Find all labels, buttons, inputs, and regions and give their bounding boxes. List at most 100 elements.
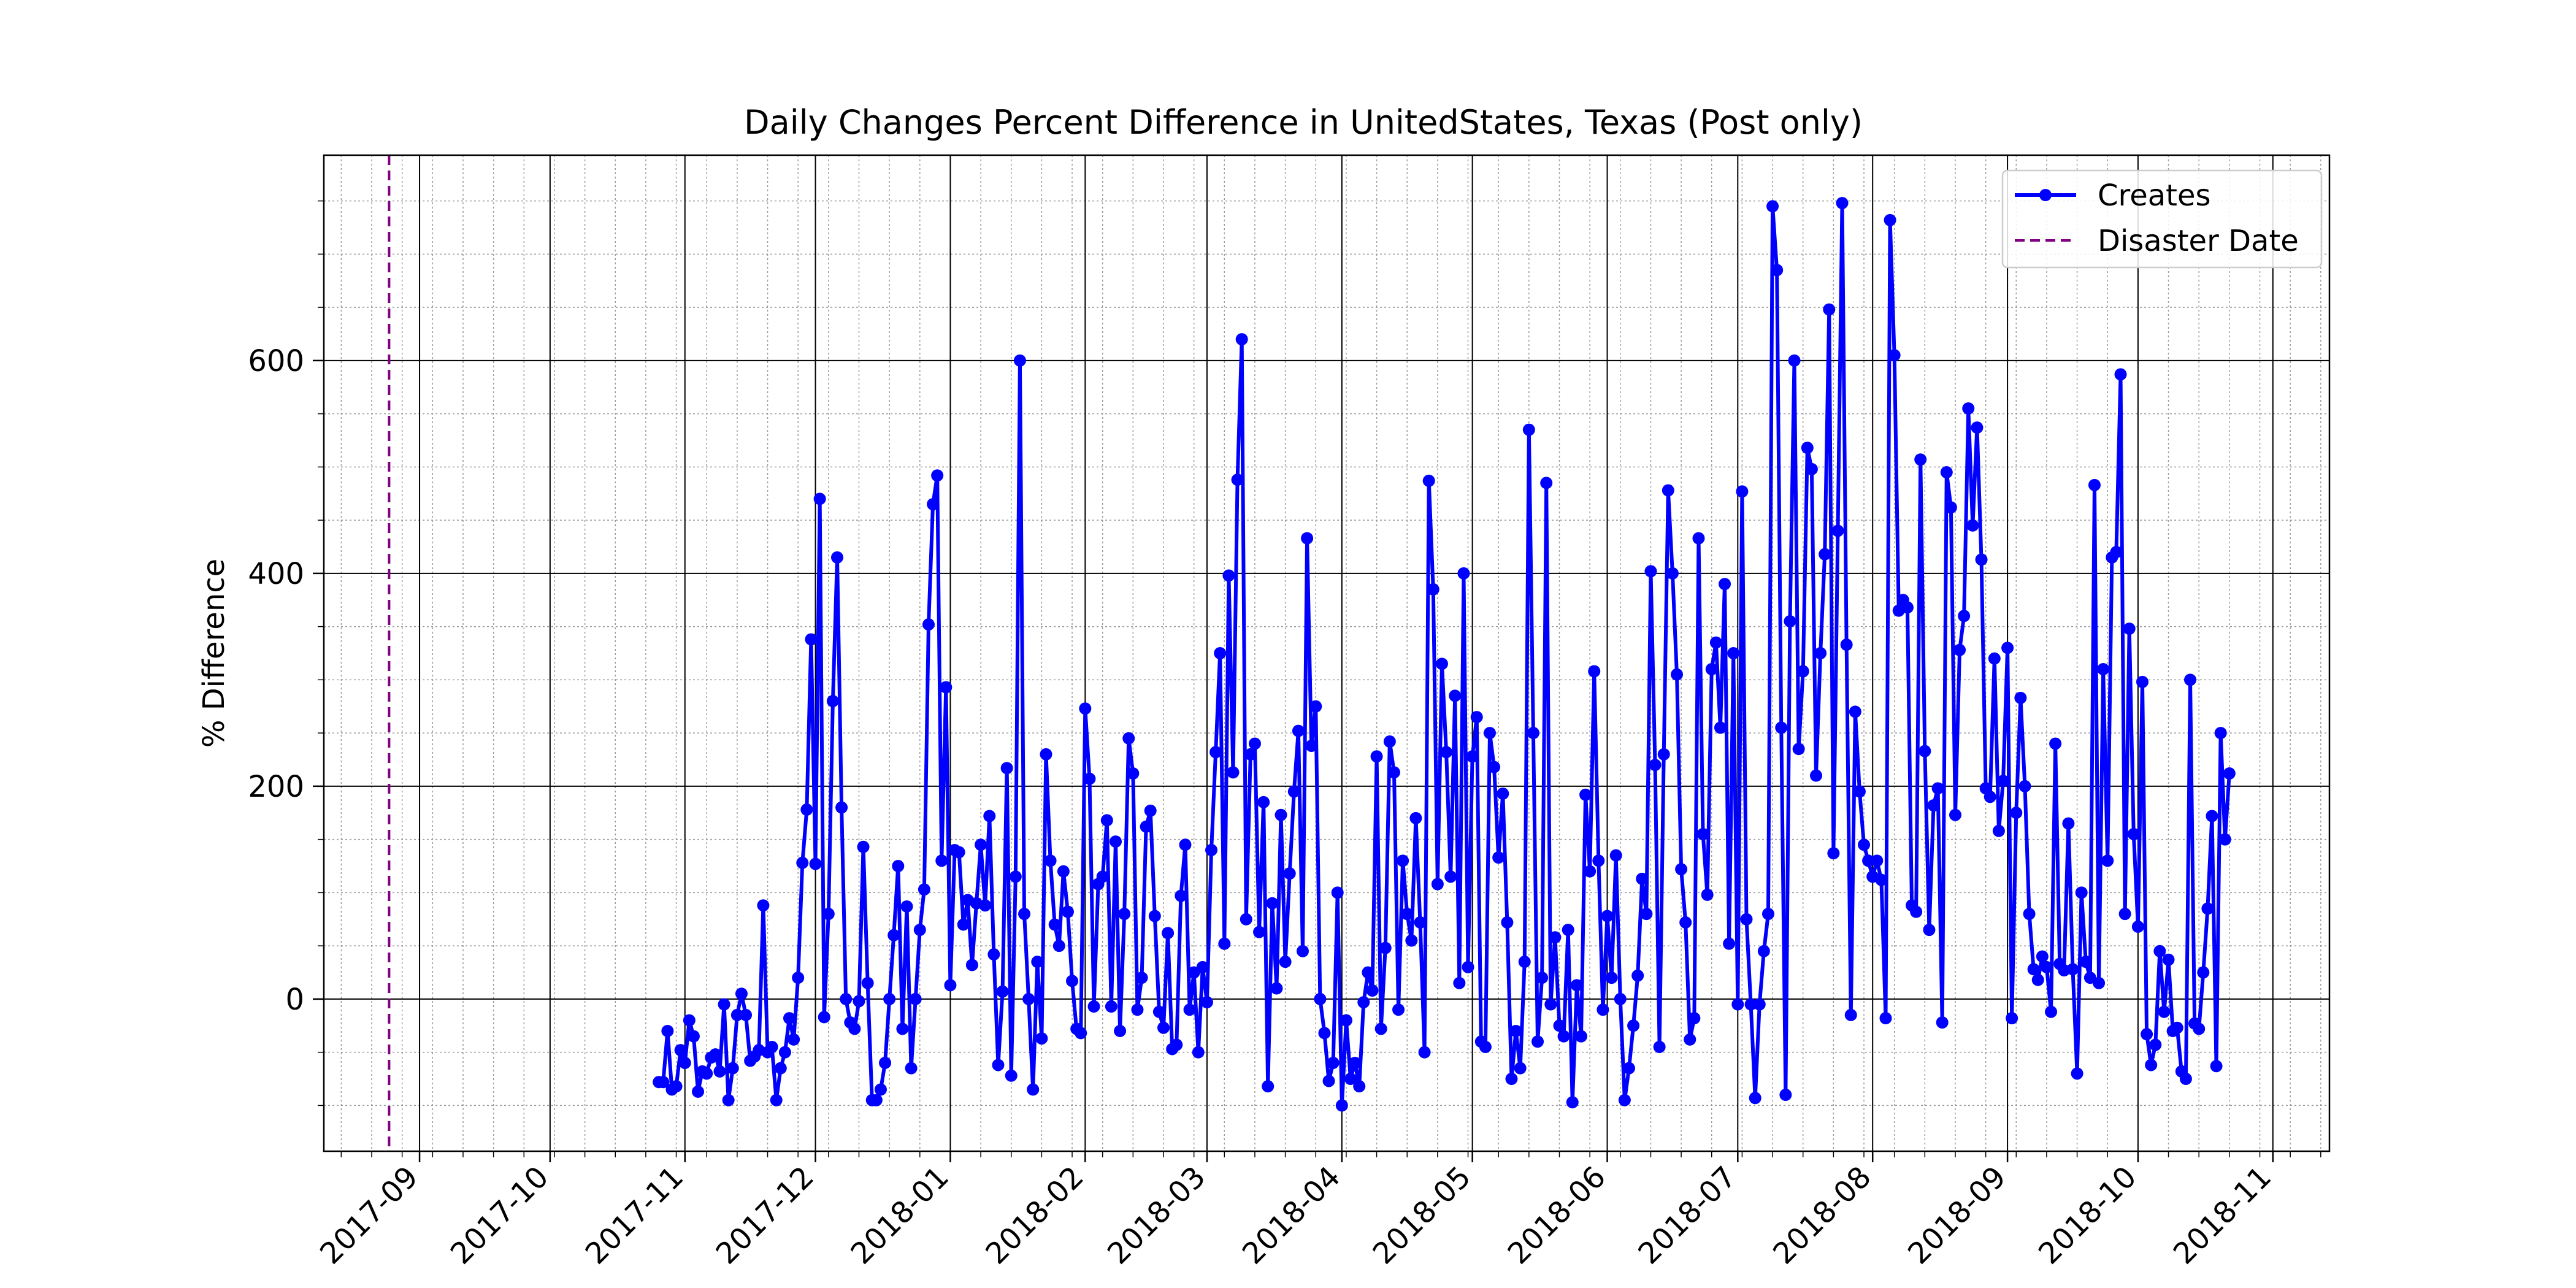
creates-data-point [909, 992, 922, 1005]
creates-data-point [678, 1056, 691, 1069]
creates-data-point [1862, 854, 1875, 867]
creates-data-point [900, 900, 913, 913]
creates-data-point [1788, 354, 1801, 367]
creates-data-point [1005, 1069, 1018, 1082]
creates-data-point [783, 1012, 795, 1025]
plot-frame [323, 154, 2331, 1152]
creates-data-point [1814, 647, 1827, 659]
creates-data-point [2197, 966, 2210, 979]
creates-data-point [1805, 462, 1818, 475]
creates-data-point [1997, 775, 2009, 788]
creates-data-point [1066, 975, 1079, 987]
creates-data-point [1362, 966, 1374, 979]
creates-data-point [2075, 886, 2088, 899]
creates-data-point [1296, 945, 1309, 957]
x-tick-label: 2018-10 [2032, 1160, 2143, 1271]
creates-data-point [1971, 421, 1984, 434]
creates-data-point [861, 976, 874, 989]
creates-data-point [1597, 1003, 1609, 1016]
creates-data-point [1849, 705, 1861, 718]
creates-data-point [996, 985, 1009, 998]
creates-data-point [1627, 1019, 1640, 1032]
creates-data-point [1527, 727, 1539, 740]
creates-data-point [1966, 519, 1979, 532]
creates-data-point [1240, 913, 1252, 926]
creates-data-point [2036, 950, 2049, 963]
creates-data-point [1684, 1033, 1696, 1046]
creates-data-point [1105, 1000, 1117, 1013]
creates-data-point [2131, 920, 2144, 933]
creates-data-point [1844, 1008, 1857, 1021]
creates-data-point [1383, 735, 1396, 748]
creates-data-point [1570, 979, 1583, 992]
creates-data-point [1953, 643, 1966, 656]
creates-data-point [2193, 1022, 2206, 1035]
creates-data-point [1370, 750, 1383, 763]
creates-data-point [1244, 748, 1257, 761]
creates-data-point [1618, 1094, 1631, 1106]
creates-data-point [1584, 865, 1597, 878]
creates-data-point [1823, 303, 1836, 316]
creates-data-point [1335, 1099, 1348, 1112]
creates-data-point [1414, 916, 1427, 929]
creates-data-point [2214, 727, 2227, 740]
creates-data-point [935, 854, 948, 867]
creates-data-point [2045, 1005, 2058, 1018]
axis-ticks [313, 200, 2321, 1162]
creates-data-point [2097, 663, 2110, 676]
creates-data-point [1052, 940, 1065, 953]
creates-data-point [2066, 963, 2079, 976]
creates-data-point [1675, 863, 1688, 876]
creates-data-point [1175, 889, 1187, 902]
creates-data-point [1466, 750, 1479, 763]
creates-data-point [800, 803, 813, 816]
creates-data-point [2040, 960, 2053, 973]
creates-data-point [1287, 785, 1300, 798]
creates-data-point [1514, 1062, 1527, 1075]
creates-data-point [1035, 1032, 1048, 1045]
creates-data-point [1736, 485, 1749, 498]
creates-data-point [1962, 402, 1975, 415]
creates-data-point [1266, 897, 1279, 910]
creates-data-point [692, 1085, 705, 1098]
creates-data-point [1027, 1083, 1040, 1096]
creates-data-point [1731, 998, 1744, 1011]
creates-data-point [965, 959, 978, 972]
creates-data-point [1562, 924, 1574, 937]
creates-data-point [1435, 657, 1448, 670]
creates-data-point [1484, 727, 1496, 740]
creates-data-point [1387, 766, 1400, 779]
creates-data-point [709, 1048, 722, 1061]
creates-data-point [1031, 956, 1044, 968]
creates-data-point [2141, 1028, 2153, 1041]
creates-data-point [2153, 945, 2166, 957]
x-tick-label: 2017-10 [444, 1160, 555, 1271]
creates-data-point [770, 1094, 783, 1106]
creates-data-point [1723, 937, 1736, 950]
creates-data-point [1792, 743, 1805, 756]
creates-data-point [1649, 759, 1662, 772]
creates-data-point [1662, 484, 1674, 497]
creates-data-point [927, 498, 940, 511]
creates-data-point [1148, 910, 1161, 922]
creates-data-point [1440, 746, 1453, 759]
creates-data-point [957, 918, 970, 931]
creates-data-point [1087, 1000, 1100, 1013]
creates-data-point [1183, 1003, 1196, 1016]
creates-data-point [1127, 767, 1140, 780]
creates-data-point [1000, 762, 1013, 775]
creates-data-point [1357, 996, 1370, 1009]
creates-data-point [2031, 973, 2044, 986]
creates-data-point [1205, 843, 1218, 856]
creates-data-point [2114, 368, 2127, 381]
creates-data-point [905, 1062, 918, 1075]
creates-data-point [1771, 264, 1784, 277]
creates-data-point [1209, 746, 1222, 759]
creates-data-point [1227, 766, 1240, 779]
creates-data-point [792, 972, 805, 984]
creates-data-point [1114, 1024, 1127, 1037]
creates-data-point [1309, 700, 1322, 713]
creates-data-point [1540, 477, 1553, 489]
creates-data-point [1492, 851, 1505, 864]
